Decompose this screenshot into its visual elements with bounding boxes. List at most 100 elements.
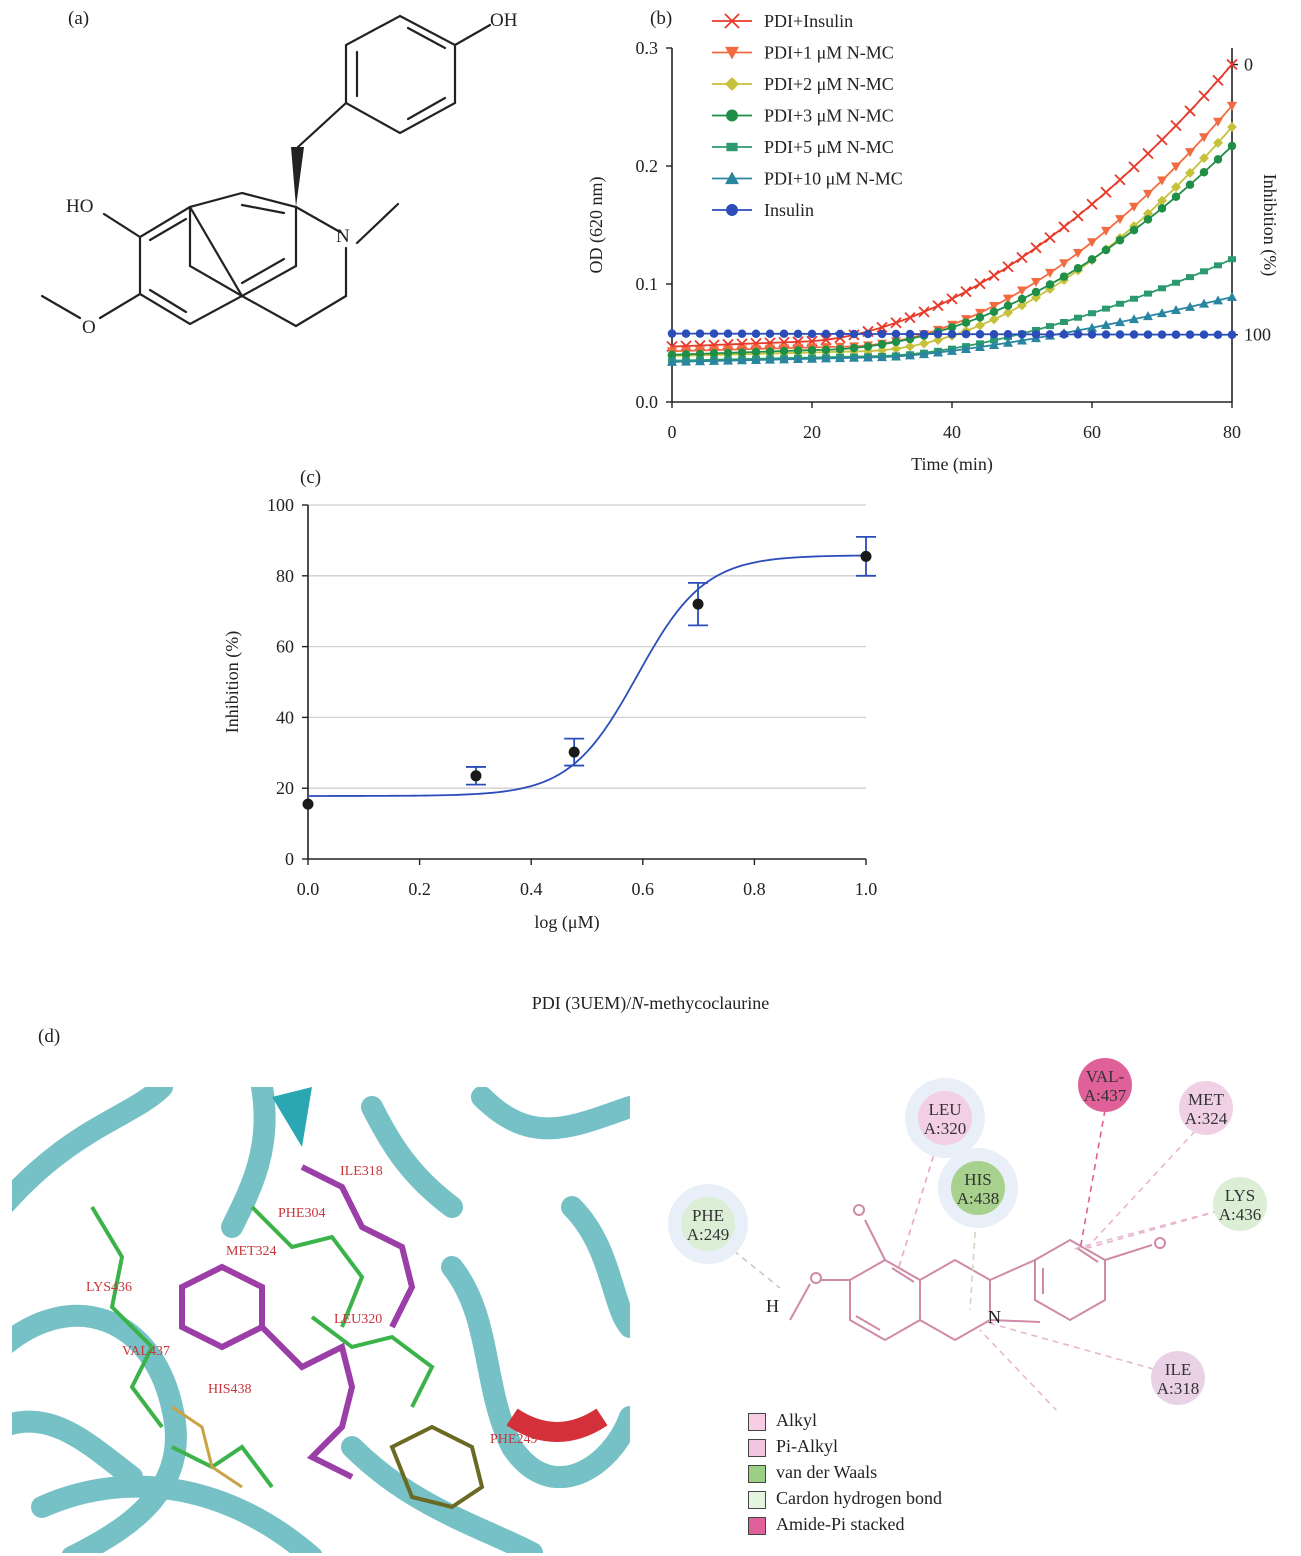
b-data-point — [1227, 101, 1237, 111]
b-data-point — [821, 345, 831, 355]
b-data-point — [1157, 204, 1167, 213]
c-y-tick-label: 0 — [285, 849, 294, 869]
b-data-point — [849, 329, 859, 339]
b-data-point — [1129, 225, 1139, 235]
b-data-point — [877, 352, 887, 362]
b-data-point — [989, 301, 999, 311]
residue-name: LEU — [928, 1100, 961, 1119]
b-x-tick-label: 60 — [1083, 422, 1101, 442]
b-y2-axis-label: Inhibition (%) — [1259, 174, 1280, 276]
c-x-tick-label: 1.0 — [855, 879, 878, 899]
c-x-tick-label: 0.8 — [743, 879, 766, 899]
docking-3d-label: ILE318 — [340, 1164, 383, 1179]
c-data-point — [470, 770, 482, 782]
b-data-point — [1059, 272, 1069, 281]
c-point-group — [856, 535, 876, 577]
c-data-point — [568, 746, 580, 758]
b-data-point — [1185, 148, 1195, 158]
residue-bubble — [1078, 1058, 1132, 1112]
b-data-point — [1058, 221, 1070, 233]
b-data-point — [1228, 256, 1236, 263]
c-point-group — [564, 737, 585, 767]
residue-chain: A:249 — [687, 1225, 730, 1244]
b-y2-tick-label: 100 — [1244, 325, 1271, 345]
b-data-point — [779, 354, 789, 364]
b-legend-label: PDI+5 μM N-MC — [764, 137, 894, 157]
b-data-point — [1002, 261, 1014, 273]
c-data-point — [302, 798, 314, 810]
b-data-point — [751, 329, 761, 338]
b-data-point — [1214, 262, 1222, 269]
b-data-point — [681, 350, 691, 359]
b-data-point — [933, 347, 943, 357]
b-data-point — [1157, 195, 1167, 206]
b-data-point — [1227, 122, 1237, 133]
residue-chain: A:436 — [1219, 1205, 1262, 1224]
b-data-point — [1003, 337, 1013, 347]
b-data-point — [905, 329, 915, 339]
b-data-point — [904, 311, 916, 324]
b-series-group — [667, 329, 1237, 339]
b-data-point — [1213, 117, 1223, 127]
residue-chain: A:318 — [1157, 1379, 1200, 1398]
b-data-point — [1227, 291, 1237, 301]
b-series-group — [667, 141, 1237, 360]
legend-swatch-amide-pi — [748, 1516, 766, 1535]
b-data-point — [751, 354, 761, 364]
b-legend-marker — [726, 109, 738, 122]
b-data-point — [863, 342, 873, 351]
b-data-point — [1031, 287, 1041, 297]
b-data-point — [1101, 330, 1111, 339]
legend-label: Amide-Pi stacked — [776, 1514, 905, 1534]
b-data-point — [890, 317, 902, 329]
b-legend-marker — [725, 171, 739, 185]
b-x-axis-label: Time (min) — [911, 454, 993, 475]
b-data-point — [1184, 105, 1196, 117]
atom-label-ho: HO — [66, 196, 93, 217]
molecule-structure-a: OH HO N O — [40, 10, 518, 338]
b-data-point — [737, 355, 747, 365]
b-data-point — [877, 329, 887, 339]
legend-label: Pi-Alkyl — [776, 1436, 839, 1456]
b-data-point — [1129, 314, 1139, 324]
b-data-point — [1171, 305, 1181, 315]
b-data-point — [793, 329, 803, 339]
residue-name: VAL- — [1086, 1067, 1125, 1086]
legend-swatch-vdw — [748, 1464, 766, 1483]
atom-label-oh: OH — [490, 10, 518, 31]
residue-chain: A:324 — [1185, 1109, 1228, 1128]
b-data-point — [975, 313, 985, 322]
b-data-point — [1101, 245, 1111, 255]
b-legend-label: PDI+Insulin — [764, 11, 853, 31]
docking-3d-view: ILE318 PHE304 MET324 LYS436 LEU320 VAL43… — [12, 1087, 630, 1553]
b-data-point — [1185, 301, 1195, 311]
b-data-point — [946, 293, 958, 305]
residue-name: ILE — [1165, 1360, 1191, 1379]
b-data-point — [765, 347, 775, 356]
chart-b-od-time: 0 20 40 60 80 0.0 0.1 0.2 0.3 0 100 Time (min) OD (6… — [586, 11, 1280, 475]
docking-3d-label: LEU320 — [334, 1312, 382, 1327]
residue-chain: A:320 — [924, 1119, 967, 1138]
c-point-group — [465, 766, 486, 786]
residue-name: PHE — [692, 1206, 724, 1225]
b-data-point — [695, 329, 705, 338]
b-data-point — [975, 342, 985, 352]
legend-swatch-pi-alkyl — [748, 1438, 766, 1457]
b-y-tick-label: 0.2 — [636, 156, 659, 176]
b-data-point — [1128, 161, 1140, 173]
b-data-point — [1185, 167, 1195, 178]
residue-chain: A:438 — [957, 1189, 1000, 1208]
b-data-point — [919, 338, 929, 349]
b-data-point — [1213, 330, 1223, 339]
legend-swatch-carbon-hbond — [748, 1490, 766, 1509]
b-data-point — [1017, 294, 1027, 304]
b-data-point — [667, 356, 677, 366]
docking-3d-label: PHE249 — [490, 1432, 537, 1447]
b-data-point — [947, 323, 957, 332]
b-data-point — [1045, 268, 1055, 278]
b-data-point — [835, 344, 845, 354]
ligand-atom-h: H — [766, 1296, 779, 1316]
b-data-point — [793, 346, 803, 355]
